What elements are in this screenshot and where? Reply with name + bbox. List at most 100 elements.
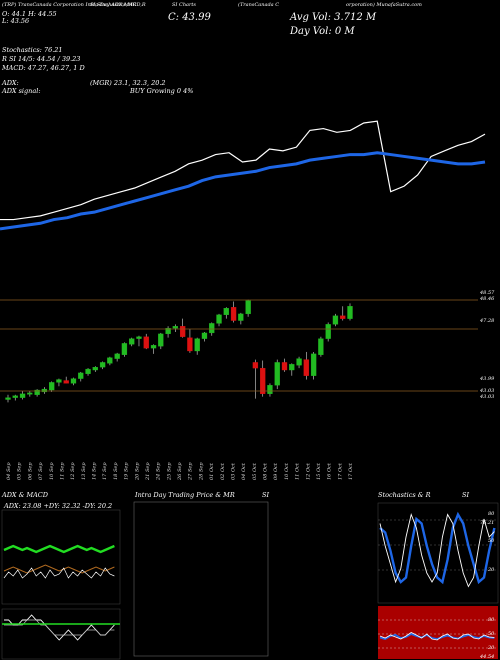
date-tick-label: 04 Oct — [241, 462, 247, 480]
header-line-1: (TRP) TransCanada Corporation Intra-Day … — [2, 2, 146, 8]
candle-body — [245, 300, 251, 315]
candle-body — [172, 326, 179, 329]
candle-body — [179, 326, 186, 337]
adx-signal-value: BUY Growing 0 4% — [130, 87, 194, 95]
rsi-secondary-line — [379, 632, 495, 641]
date-tick-label: 12 Sep — [70, 462, 76, 480]
date-tick-label: 09 Oct — [273, 462, 279, 480]
candle-body — [63, 380, 69, 384]
price-label-low-1: 43.99 — [480, 376, 495, 382]
date-tick-label: 11 Oct — [295, 462, 301, 480]
candle-body — [252, 362, 259, 369]
header-avg-vol: Avg Vol: 3.712 M — [290, 12, 377, 23]
candle-body — [34, 389, 40, 395]
rsi-last-value: 44.54 — [480, 654, 495, 660]
candle-body — [27, 392, 33, 395]
candle-body — [223, 308, 229, 315]
stochastics-lines — [378, 511, 498, 588]
stoch-panel-title: Stochastics & R — [378, 491, 431, 499]
rsi-panel-bg — [378, 606, 498, 659]
candle-body — [238, 313, 244, 321]
candle-body — [92, 367, 98, 371]
candle-body — [70, 378, 77, 384]
price-line-layer — [0, 120, 486, 231]
date-tick-label: 13 Sep — [81, 462, 87, 480]
date-tick-label: 28 Sep — [198, 462, 204, 481]
candle-body — [230, 307, 237, 321]
date-tick-label: 24 Sep — [156, 462, 162, 481]
candle-body — [158, 333, 164, 347]
candle-body — [281, 362, 288, 371]
price-label-low-2: 43.03 — [480, 388, 495, 394]
stoch-panel-title-2: SI — [462, 491, 470, 499]
candle-body — [289, 364, 295, 371]
intra-day-panel-frame — [133, 501, 269, 657]
candle-body — [5, 397, 11, 400]
candle-body — [340, 315, 346, 319]
date-tick-label: 01 Oct — [209, 462, 215, 480]
candle-body — [99, 362, 106, 368]
date-tick-label: 06 Sep — [27, 462, 33, 480]
candle-body — [267, 385, 273, 394]
date-tick-label: 19 Sep — [124, 462, 130, 480]
rsi-lines — [378, 619, 498, 649]
date-tick-label: 10 Oct — [284, 462, 290, 480]
candle-body — [12, 395, 18, 398]
candle-body — [121, 343, 128, 355]
stochastics-readout: Stochastics: 76.21 — [2, 46, 63, 54]
candle-body — [296, 358, 302, 366]
macd-signal-line — [4, 619, 115, 636]
header-open-high: O: 44.1 H: 44.55 — [2, 10, 57, 18]
date-tick-label: 17 Oct — [337, 462, 343, 480]
stoch-tick-80: 80 — [488, 511, 495, 517]
price-label-low-3: 43.03 — [480, 394, 495, 400]
date-tick-label: 05 Sep — [17, 462, 23, 480]
rsi-tick-50: 50 — [488, 631, 495, 637]
date-tick-label: 20 Sep — [134, 462, 140, 481]
header-charts-title: SI Charts — [172, 2, 196, 8]
candle-body — [347, 306, 353, 319]
intra-panel-title: Intra Day Trading Price & MR — [135, 491, 235, 499]
candle-body — [136, 336, 142, 339]
candle-body — [143, 336, 149, 349]
price-label-top-1: 48.57 — [480, 290, 495, 296]
adx-signal-label: ADX signal: — [2, 87, 41, 95]
rsi-tick-80: 80 — [488, 617, 495, 623]
candle-body — [310, 353, 317, 376]
candle-body — [260, 367, 266, 394]
rsi-tick-20: 20 — [488, 645, 495, 651]
moving-average-line — [0, 151, 486, 231]
price-close-line — [0, 120, 486, 221]
header-company-2: orporation) MunafaSutra.com — [346, 2, 422, 8]
price-levels-layer — [0, 299, 478, 392]
date-tick-label: 07 Sep — [38, 462, 44, 480]
date-tick-label: 17 Oct — [348, 462, 354, 480]
main-price-chart: 04 Sep 05 Sep 06 Sep 07 Sep 10 Sep 11 Sep 12 S… — [0, 120, 486, 481]
rsi-readout: R SI 14/5: 44.54 / 39.23 — [2, 55, 81, 63]
candle-body — [325, 324, 331, 339]
header-low: L: 43.56 — [2, 17, 30, 25]
price-label-top-2: 48.46 — [480, 296, 495, 302]
candle-body — [49, 382, 55, 391]
candle-body — [107, 357, 113, 364]
date-tick-label: 26 Sep — [177, 462, 183, 481]
candle-body — [165, 328, 171, 335]
date-tick-label: 04 Sep — [6, 462, 12, 480]
header-stochastics-title: SI,Stochastics,MR — [90, 2, 137, 8]
stoch-k-line — [379, 511, 496, 585]
date-tick-label: 14 Sep — [92, 462, 98, 480]
date-tick-label: 11 Sep — [59, 462, 65, 480]
rsi-main-line — [379, 633, 495, 640]
date-axis-layer: 04 Sep 05 Sep 06 Sep 07 Sep 10 Sep 11 Sep 12 S… — [6, 462, 354, 481]
adx-readout-label: ADX: — [2, 79, 19, 87]
candle-body — [41, 388, 48, 393]
adx-panel-title: ADX & MACD — [2, 491, 48, 499]
stoch-d-line — [379, 512, 495, 588]
stoch-panel-frame — [377, 502, 499, 604]
date-tick-label: 25 Sep — [166, 462, 172, 481]
candle-body — [318, 338, 324, 355]
candle-body — [78, 372, 84, 379]
date-tick-label: 16 Oct — [327, 462, 333, 480]
header-day-vol: Day Vol: 0 M — [290, 26, 355, 37]
